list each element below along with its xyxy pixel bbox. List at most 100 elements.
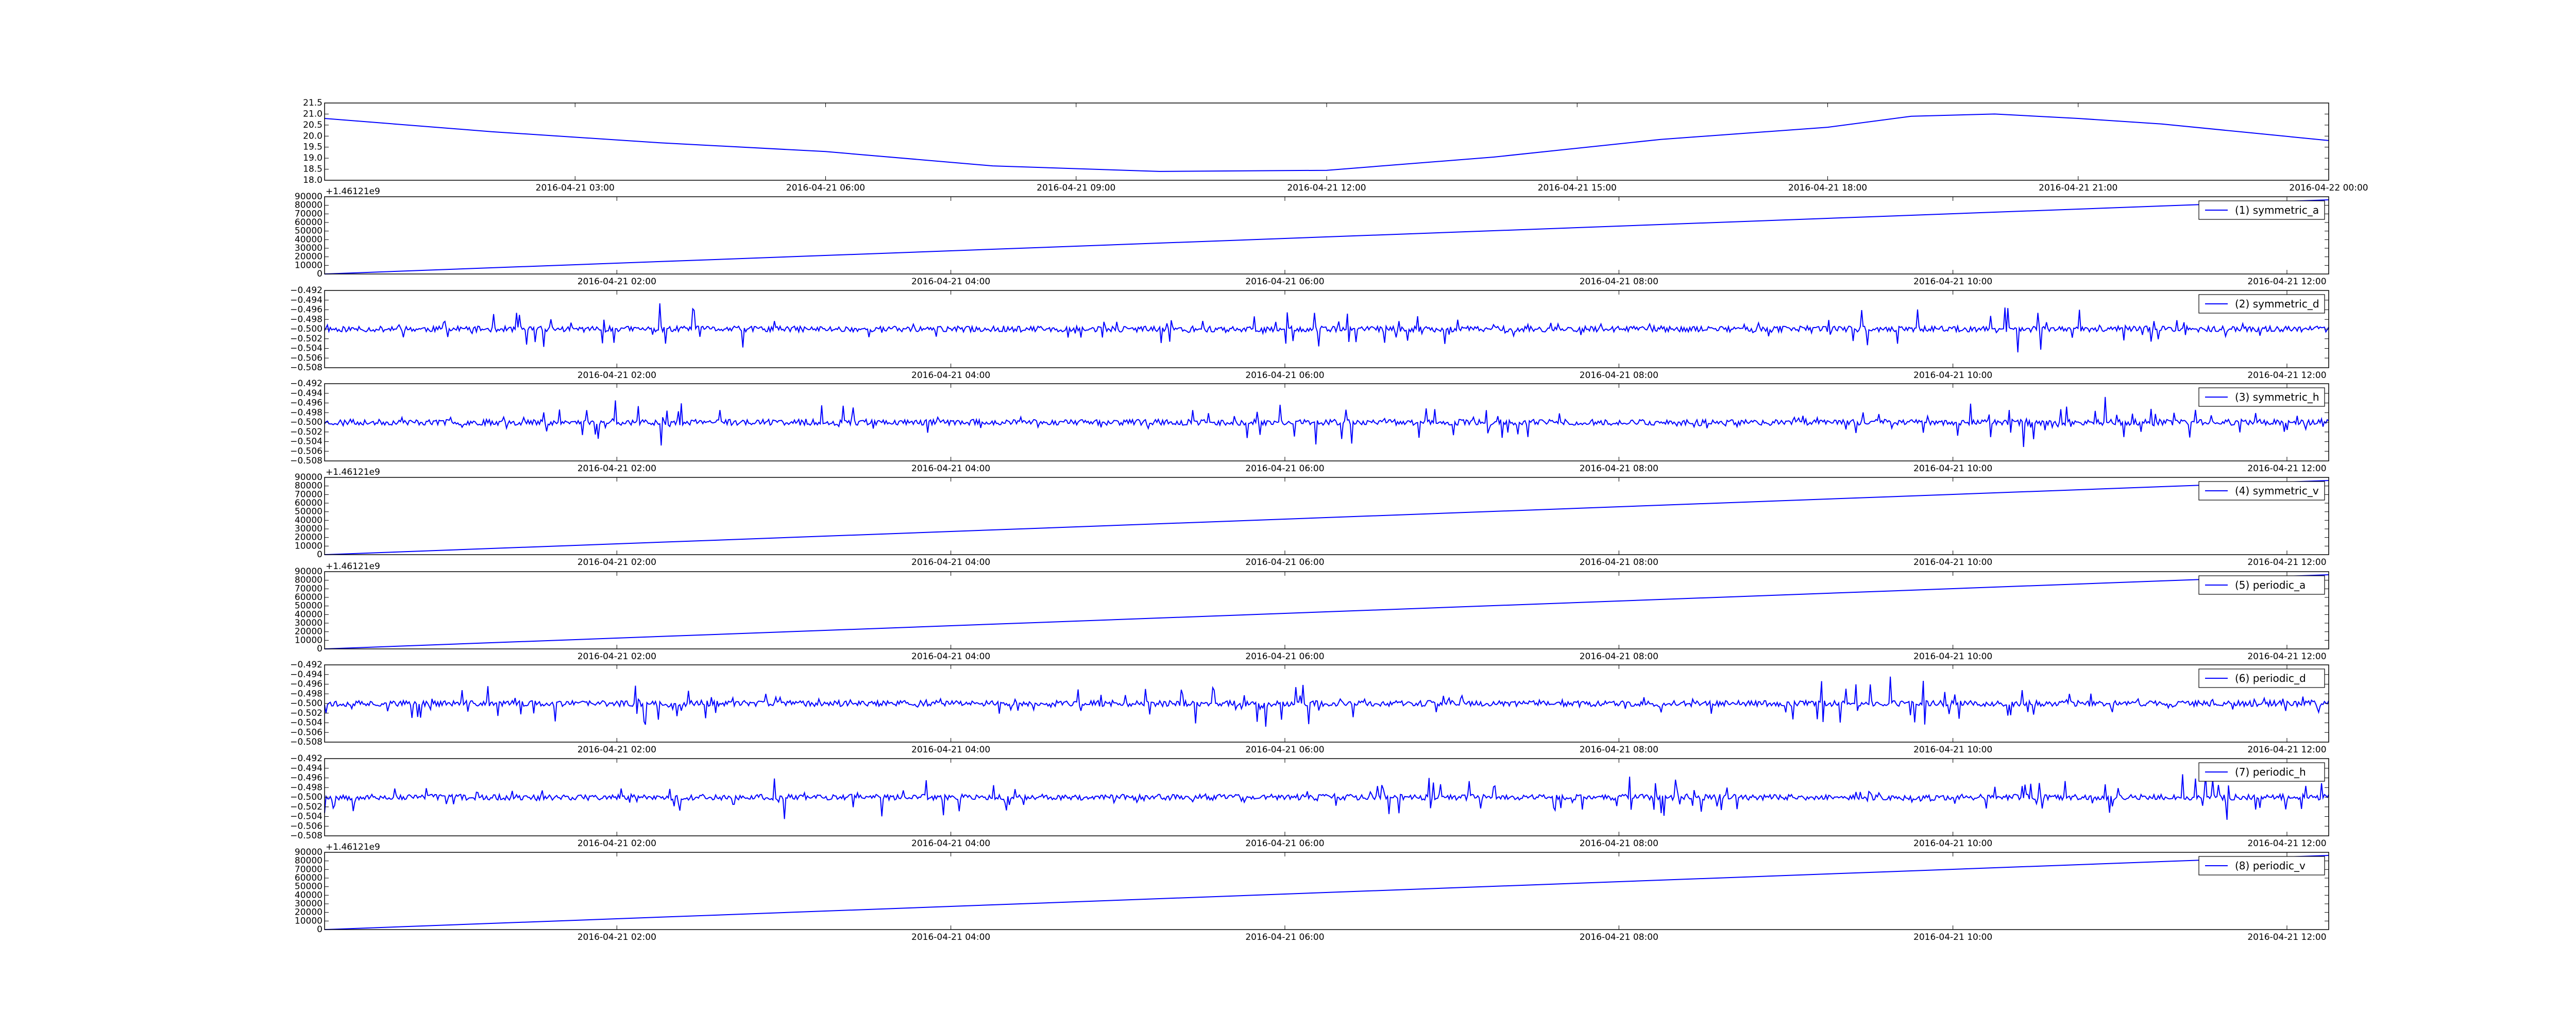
x-tick-label: 2016-04-21 02:00 xyxy=(578,557,656,568)
y-tick-label: 90000 xyxy=(295,847,323,857)
x-tick-label: 2016-04-21 04:00 xyxy=(911,932,990,942)
panel-8: −0.508−0.506−0.504−0.502−0.500−0.498−0.4… xyxy=(290,753,2329,849)
x-tick-label: 2016-04-21 12:00 xyxy=(1287,183,1366,193)
axes-frame xyxy=(324,383,2329,461)
y-tick-label: −0.498 xyxy=(290,782,323,793)
y-tick-label: −0.494 xyxy=(290,388,323,399)
y-tick-label: 21.0 xyxy=(303,109,323,119)
y-tick-label: −0.494 xyxy=(290,295,323,305)
x-tick-label: 2016-04-21 04:00 xyxy=(911,651,990,662)
y-tick-label: 20000 xyxy=(295,533,323,543)
panel-4: −0.508−0.506−0.504−0.502−0.500−0.498−0.4… xyxy=(290,379,2329,474)
legend: (7) periodic_h xyxy=(2198,762,2325,782)
y-tick-label: 40000 xyxy=(295,234,323,245)
y-tick-label: −0.504 xyxy=(290,437,323,447)
y-tick-label: −0.500 xyxy=(290,792,323,802)
y-tick-label: 0 xyxy=(317,269,323,279)
x-tick-label: 2016-04-21 12:00 xyxy=(2247,464,2326,474)
series-line xyxy=(324,397,2329,447)
legend: (6) periodic_d xyxy=(2198,668,2325,688)
y-tick-label: 40000 xyxy=(295,890,323,900)
y-tick-label: −0.498 xyxy=(290,407,323,418)
y-tick-label: 90000 xyxy=(295,566,323,577)
y-tick-label: 70000 xyxy=(295,583,323,594)
y-tick-label: 90000 xyxy=(295,192,323,202)
x-tick-label: 2016-04-21 02:00 xyxy=(578,838,656,849)
x-tick-label: 2016-04-21 10:00 xyxy=(1913,370,1992,381)
legend: (4) symmetric_v xyxy=(2198,481,2325,501)
y-tick-label: 80000 xyxy=(295,575,323,586)
axes-frame xyxy=(324,571,2329,649)
x-tick-label: 2016-04-21 02:00 xyxy=(578,651,656,662)
legend: (8) periodic_v xyxy=(2198,856,2325,876)
series-line xyxy=(324,574,2329,649)
x-tick-label: 2016-04-21 02:00 xyxy=(578,932,656,942)
y-tick-label: −0.502 xyxy=(290,427,323,437)
panel-1: 18.018.519.019.520.020.521.021.5 2016-04-… xyxy=(303,98,2368,193)
y-tick-label: −0.508 xyxy=(290,456,323,466)
series-line xyxy=(324,480,2329,555)
y-tick-label: 19.5 xyxy=(303,142,323,152)
x-tick-label: 2016-04-21 12:00 xyxy=(2247,838,2326,849)
x-tick-label: 2016-04-21 12:00 xyxy=(2247,745,2326,755)
y-tick-label: −0.496 xyxy=(290,398,323,408)
y-tick-label: 50000 xyxy=(295,226,323,236)
x-tick-label: 2016-04-21 10:00 xyxy=(1913,557,1992,568)
y-tick-label: 19.0 xyxy=(303,153,323,163)
y-tick-label: −0.502 xyxy=(290,802,323,812)
x-tick-label: 2016-04-21 08:00 xyxy=(1580,277,1658,287)
y-tick-label: −0.502 xyxy=(290,708,323,718)
x-tick-label: 2016-04-21 08:00 xyxy=(1580,932,1658,942)
y-tick-label: 70000 xyxy=(295,209,323,219)
panel-5: 0100002000030000400005000060000700008000… xyxy=(295,467,2329,568)
y-tick-label: 20000 xyxy=(295,252,323,262)
y-tick-label: 30000 xyxy=(295,618,323,628)
x-tick-label: 2016-04-21 04:00 xyxy=(911,277,990,287)
legend-label: (7) periodic_h xyxy=(2235,766,2306,778)
y-tick-label: −0.506 xyxy=(290,353,323,363)
x-tick-label: 2016-04-21 10:00 xyxy=(1913,838,1992,849)
y-tick-label: −0.500 xyxy=(290,324,323,334)
x-tick-label: 2016-04-21 06:00 xyxy=(1245,277,1324,287)
y-tick-label: 10000 xyxy=(295,260,323,270)
legend: (5) periodic_a xyxy=(2198,575,2325,595)
x-tick-label: 2016-04-21 06:00 xyxy=(1245,745,1324,755)
axis-offset-label: +1.46121e9 xyxy=(326,842,380,852)
x-tick-label: 2016-04-21 04:00 xyxy=(911,838,990,849)
panel-6: 0100002000030000400005000060000700008000… xyxy=(295,561,2329,662)
y-tick-label: 60000 xyxy=(295,498,323,508)
y-tick-label: 40000 xyxy=(295,609,323,620)
x-tick-label: 2016-04-21 08:00 xyxy=(1580,557,1658,568)
axis-offset-label: +1.46121e9 xyxy=(326,561,380,572)
x-tick-label: 2016-04-21 08:00 xyxy=(1580,370,1658,381)
x-tick-label: 2016-04-21 15:00 xyxy=(1538,183,1617,193)
y-tick-label: −0.502 xyxy=(290,334,323,344)
y-tick-label: 30000 xyxy=(295,899,323,909)
y-tick-label: −0.506 xyxy=(290,727,323,737)
x-tick-label: 2016-04-21 12:00 xyxy=(2247,370,2326,381)
y-tick-label: 30000 xyxy=(295,243,323,253)
panel-7: −0.508−0.506−0.504−0.502−0.500−0.498−0.4… xyxy=(290,660,2329,755)
x-tick-label: 2016-04-21 06:00 xyxy=(1245,651,1324,662)
y-tick-label: 60000 xyxy=(295,592,323,603)
x-tick-label: 2016-04-21 10:00 xyxy=(1913,651,1992,662)
y-tick-label: 10000 xyxy=(295,916,323,926)
x-tick-label: 2016-04-21 10:00 xyxy=(1913,745,1992,755)
y-tick-label: 50000 xyxy=(295,882,323,892)
y-tick-label: −0.506 xyxy=(290,821,323,831)
x-tick-label: 2016-04-21 08:00 xyxy=(1580,464,1658,474)
y-tick-label: 90000 xyxy=(295,472,323,483)
axis-offset-label: +1.46121e9 xyxy=(326,467,380,477)
y-tick-label: 70000 xyxy=(295,489,323,500)
x-tick-label: 2016-04-21 08:00 xyxy=(1580,838,1658,849)
legend-label: (2) symmetric_d xyxy=(2235,298,2319,310)
series-line xyxy=(324,113,2329,172)
x-tick-label: 2016-04-21 04:00 xyxy=(911,745,990,755)
axes-frame xyxy=(324,852,2329,930)
x-tick-label: 2016-04-21 02:00 xyxy=(578,745,656,755)
y-tick-label: 50000 xyxy=(295,507,323,517)
x-tick-label: 2016-04-21 06:00 xyxy=(1245,557,1324,568)
legend-label: (1) symmetric_a xyxy=(2235,204,2319,216)
y-tick-label: 50000 xyxy=(295,601,323,611)
